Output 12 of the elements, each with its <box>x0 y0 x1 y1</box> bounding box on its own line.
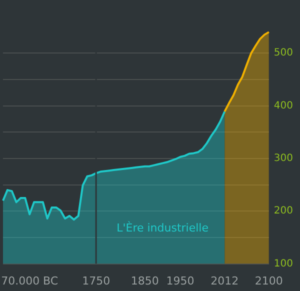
x-tick-label: 1750 <box>82 274 110 288</box>
y-tick-label: 200 <box>274 206 294 217</box>
annotation: L'Ère industrielle <box>116 220 209 234</box>
y-tick-label: 500 <box>274 48 294 59</box>
x-tick-label: 70.000 BC <box>1 274 58 288</box>
y-tick-label: 100 <box>274 258 294 270</box>
x-tick-label: 1850 <box>130 274 159 288</box>
y-tick-label: 400 <box>274 100 294 112</box>
x-tick-label: 2012 <box>210 274 239 288</box>
y-tick-label: 300 <box>274 153 294 164</box>
x-tick-label: 2100 <box>254 274 283 288</box>
x-tick-label: 1950 <box>166 274 194 288</box>
